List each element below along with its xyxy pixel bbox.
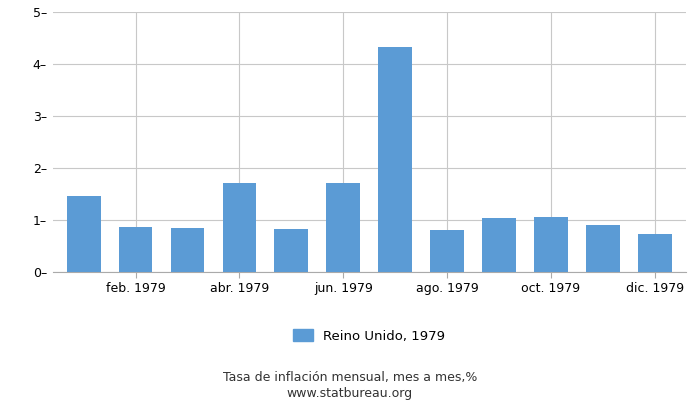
- Bar: [430, 230, 464, 272]
- Bar: [482, 218, 516, 272]
- Legend: Reino Unido, 1979: Reino Unido, 1979: [286, 323, 452, 350]
- Bar: [119, 227, 153, 272]
- Bar: [638, 234, 672, 272]
- Text: www.statbureau.org: www.statbureau.org: [287, 388, 413, 400]
- Bar: [171, 228, 204, 272]
- Bar: [274, 229, 308, 272]
- Bar: [378, 47, 412, 272]
- Bar: [66, 196, 101, 272]
- Bar: [326, 182, 361, 272]
- Text: Tasa de inflación mensual, mes a mes,%: Tasa de inflación mensual, mes a mes,%: [223, 372, 477, 384]
- Bar: [534, 217, 568, 272]
- Bar: [586, 225, 620, 272]
- Bar: [223, 182, 256, 272]
